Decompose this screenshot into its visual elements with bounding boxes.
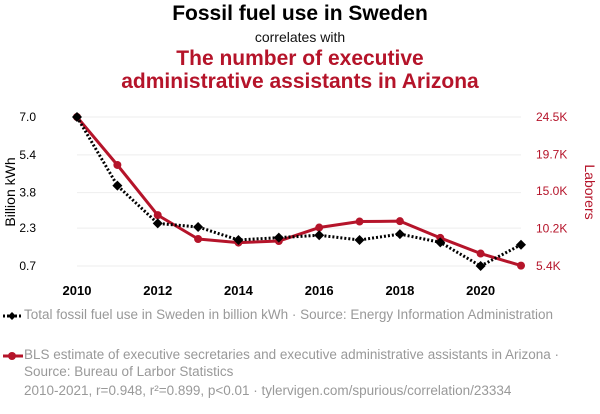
chart-subtitle-text: The number of executive administrative a… [121, 47, 479, 93]
series-2-point [395, 217, 404, 226]
series-2-point [153, 211, 162, 220]
legend-label-1: Total fossil fuel use in Sweden in billi… [24, 307, 554, 322]
chart-subtitle: The number of executive administrative a… [0, 47, 600, 93]
series-2-line [75, 116, 522, 268]
series-1-point [475, 261, 486, 271]
chart-title: Fossil fuel use in Sweden [172, 2, 428, 25]
y-right-tick-label: 19.7K [536, 147, 567, 161]
x-tick-label: 2014 [224, 283, 254, 298]
x-tick-label: 2012 [143, 283, 172, 298]
y-left-tick-label: 2.3 [19, 221, 36, 235]
series-1-point [314, 230, 325, 241]
series-1-point [72, 112, 82, 122]
series-1-point [435, 237, 446, 248]
series-1-point [273, 232, 284, 243]
legend-label-2: BLS estimate of executive secretaries an… [24, 347, 560, 379]
series-2-point [113, 160, 122, 169]
y-left-tick-label: 3.8 [19, 186, 36, 200]
series-2-point [517, 261, 525, 270]
series-1-point [152, 218, 163, 229]
x-tick-label: 2010 [63, 283, 92, 298]
y-right-tick-label: 10.2K [536, 222, 567, 236]
y-right-tick-label: 5.4K [536, 259, 561, 273]
x-tick-label: 2020 [466, 283, 495, 298]
series-2-point [194, 235, 203, 244]
series-1-point [233, 234, 244, 245]
series-1-point [193, 221, 204, 232]
series-1-line [75, 116, 522, 268]
y-left-tick-label: 0.7 [19, 259, 36, 273]
series-2-point [476, 249, 485, 258]
legend-swatch-1 [3, 312, 23, 320]
legend-swatch-2 [3, 352, 23, 360]
x-tick-label: 2016 [305, 283, 334, 298]
y-left-tick-label: 5.4 [19, 148, 36, 162]
series-1-point [112, 180, 123, 191]
x-tick-label: 2018 [385, 283, 414, 298]
y-right-axis-label: Laborers [582, 164, 598, 219]
series-1-point [394, 229, 405, 240]
footer-stats: 2010-2021, r=0.948, r²=0.899, p<0.01 · t… [24, 383, 512, 398]
series-2-point [355, 217, 364, 226]
series-1-point [516, 239, 526, 250]
y-left-axis-label: Billion kWh [2, 157, 18, 226]
correlates-with-label: correlates with [254, 29, 346, 45]
series-1-point [354, 234, 365, 245]
series-2-point [315, 223, 324, 232]
y-right-tick-label: 15.0K [536, 184, 567, 198]
y-left-tick-label: 7.0 [19, 110, 36, 124]
y-right-tick-label: 24.5K [536, 110, 567, 124]
